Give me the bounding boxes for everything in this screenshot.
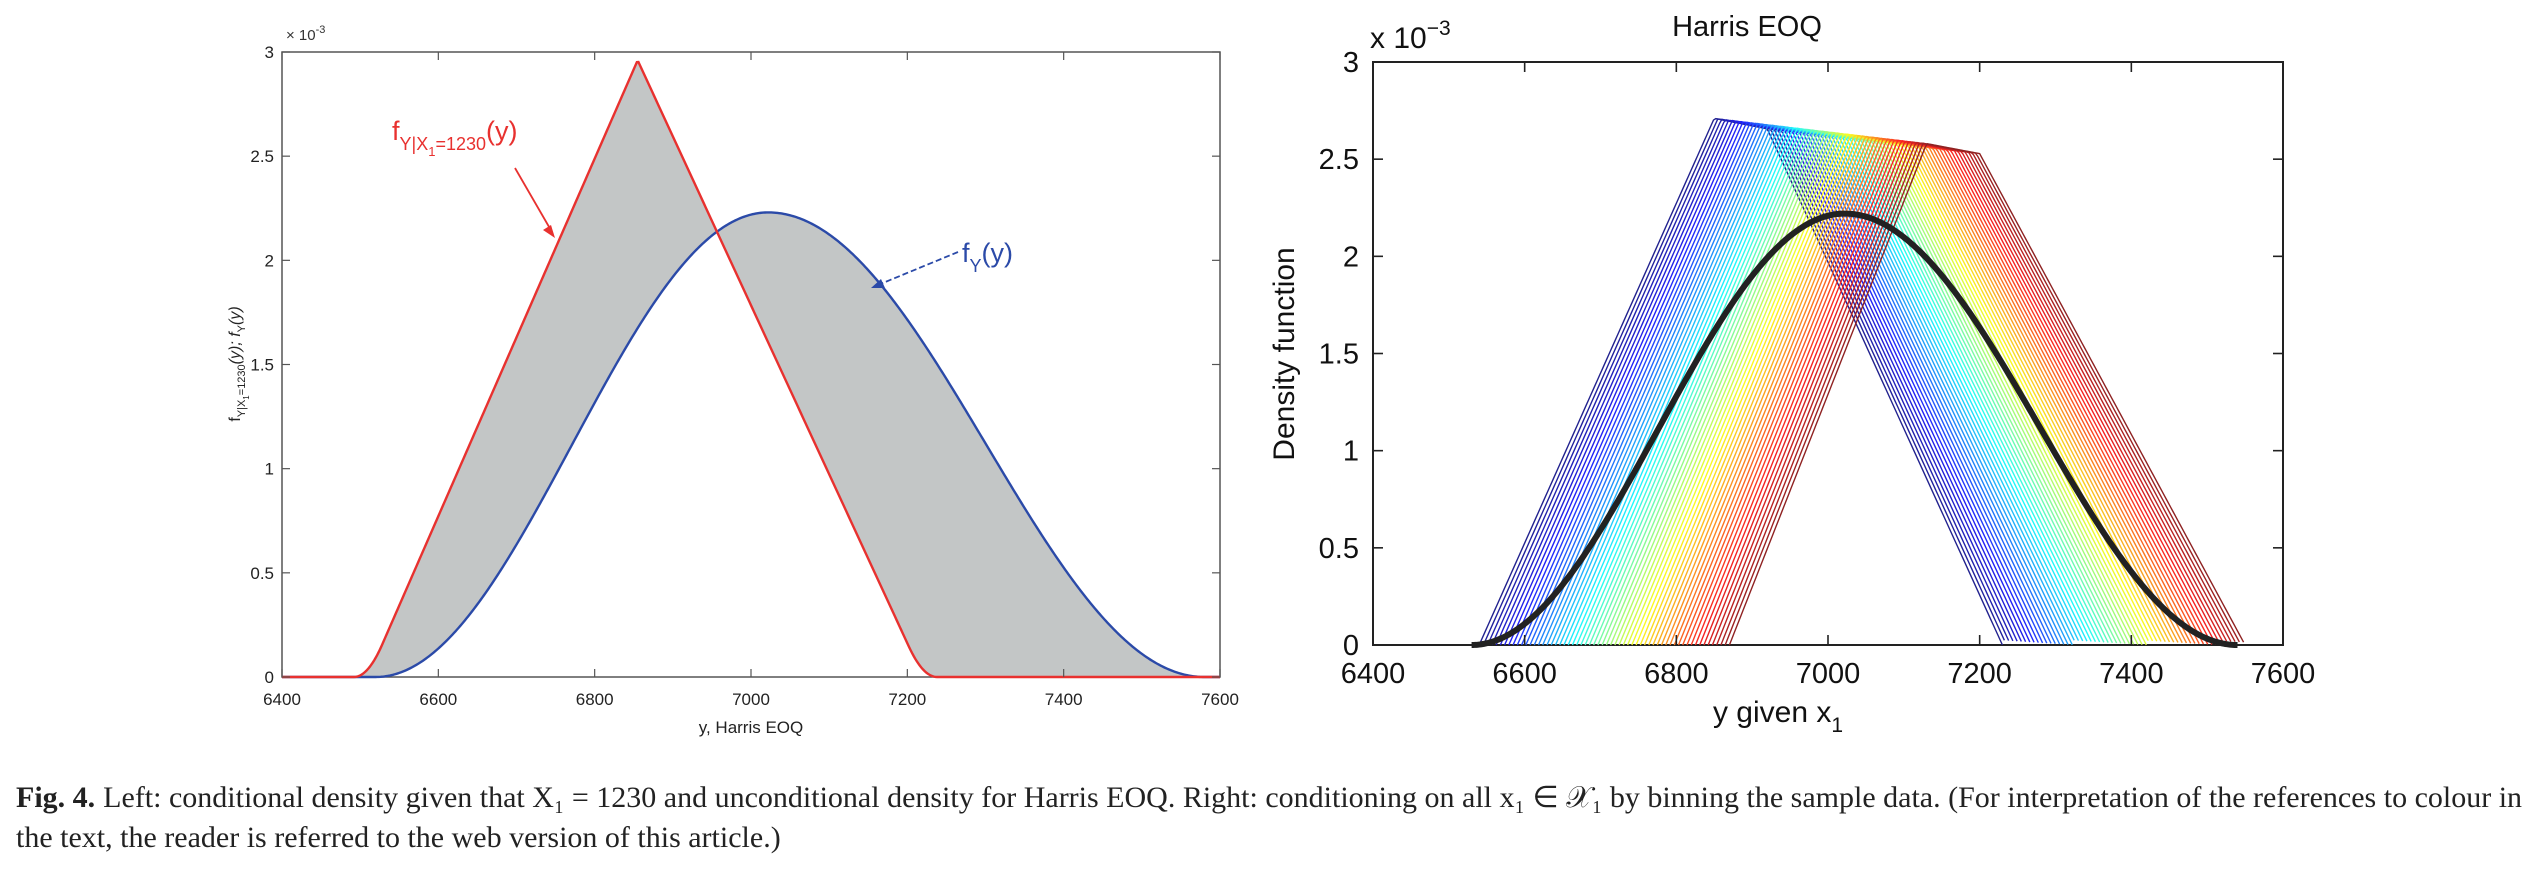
- conditional-density-curve: [1711, 141, 2228, 646]
- unconditional-density-line: [282, 211, 1220, 679]
- left-y-tick-label: 1.5: [250, 356, 274, 375]
- right-axis-ticks: 6400 6600 6800 7000 7200 7400 7600 0 0.5 1 1.5 2 2.5…: [1319, 47, 2316, 690]
- figure-charts: 6400 6600 6800 7000 7200 7400 7600 0 0.5 1 1.5 2 2.5…: [227, 11, 2315, 737]
- right-y-tick-label: 2.5: [1319, 144, 1359, 176]
- right-y-axis-label: Density function: [1268, 247, 1301, 460]
- right-y-tick-label: 0: [1343, 630, 1359, 662]
- conditional-density-curve: [1677, 138, 2196, 646]
- conditional-density-curve: [1707, 141, 2223, 646]
- right-y-tick-label: 3: [1343, 47, 1359, 79]
- left-x-tick-label: 7400: [1045, 690, 1083, 709]
- left-x-tick-label: 7200: [888, 690, 926, 709]
- right-chart-title: Harris EOQ: [1672, 11, 1822, 43]
- shaded-difference-area: [344, 62, 1205, 677]
- red-series-label: fY|X1=1230(y): [392, 116, 517, 159]
- right-x-tick-label: 6400: [1341, 658, 1406, 690]
- left-chart: 6400 6600 6800 7000 7200 7400 7600 0 0.5 1 1.5 2 2.5…: [227, 24, 1239, 737]
- right-x-tick-label: 7200: [1947, 658, 2012, 690]
- left-x-tick-label: 7600: [1201, 690, 1239, 709]
- right-y-tick-label: 2: [1343, 241, 1359, 273]
- right-y-tick-label: 1: [1343, 436, 1359, 468]
- figure-caption: Fig. 4. Left: conditional density given t…: [16, 778, 2526, 858]
- conditional-density-curve: [1699, 140, 2217, 646]
- red-arrow: [514, 167, 555, 238]
- right-x-tick-label: 7000: [1796, 658, 1861, 690]
- left-y-axis-label: fY|X1=1230(y); fY(y): [227, 306, 251, 421]
- left-y-tick-label: 1: [265, 460, 274, 479]
- right-exponent: x 10−3: [1370, 17, 1451, 55]
- right-y-tick-label: 1.5: [1319, 339, 1359, 371]
- left-x-axis-label: y, Harris EOQ: [699, 718, 804, 737]
- figure-caption-label: Fig. 4.: [16, 781, 96, 814]
- left-y-tick-label: 0.5: [250, 564, 274, 583]
- left-x-tick-label: 6600: [419, 690, 457, 709]
- conditional-density-curve: [1682, 138, 2200, 646]
- right-x-axis-label: y given x1: [1713, 696, 1843, 737]
- conditional-density-curve: [1720, 142, 2236, 646]
- right-x-tick-label: 7600: [2251, 658, 2316, 690]
- left-y-tick-label: 0: [265, 668, 274, 687]
- conditional-density-curve: [1703, 140, 2222, 646]
- unconditional-density-curve: [1471, 210, 2238, 648]
- conditional-density-curve: [1716, 141, 2232, 646]
- left-shaded-area: [344, 62, 1205, 677]
- right-unconditional-curve: [1471, 210, 2238, 648]
- right-x-tick-label: 6800: [1644, 658, 1709, 690]
- left-y-tick-label: 3: [265, 43, 274, 62]
- conditional-density-curve: [1724, 142, 2240, 646]
- conditional-density-curve: [1728, 142, 2245, 646]
- left-x-tick-label: 7000: [732, 690, 770, 709]
- left-x-tick-label: 6800: [576, 690, 614, 709]
- blue-series-label: fY(y): [962, 238, 1013, 276]
- blue-arrow: [871, 251, 959, 288]
- right-x-tick-label: 7400: [2099, 658, 2164, 690]
- right-chart: Harris EOQ 6400 6600 6800 7000 7200 7400 7600 0…: [1268, 11, 2315, 737]
- left-y-tick-label: 2.5: [250, 147, 274, 166]
- figure-caption-text: Left: conditional density given that X₁ …: [16, 781, 2523, 854]
- conditional-density-curve: [1508, 120, 2031, 646]
- left-axis-ticks: 6400 6600 6800 7000 7200 7400 7600 0 0.5 1 1.5 2 2.5…: [250, 43, 1239, 709]
- left-y-tick-label: 2: [265, 251, 274, 270]
- right-conditional-curves: [1478, 117, 2245, 646]
- conditional-density-curve: [1673, 137, 2192, 646]
- left-exponent: × 10-3: [286, 24, 325, 44]
- right-y-tick-label: 0.5: [1319, 533, 1359, 565]
- conditional-density-curve: [1694, 139, 2213, 646]
- left-x-tick-label: 6400: [263, 690, 301, 709]
- conditional-density-curve: [1690, 139, 2209, 646]
- conditional-density-curve: [1686, 138, 2205, 646]
- right-x-tick-label: 6600: [1492, 658, 1557, 690]
